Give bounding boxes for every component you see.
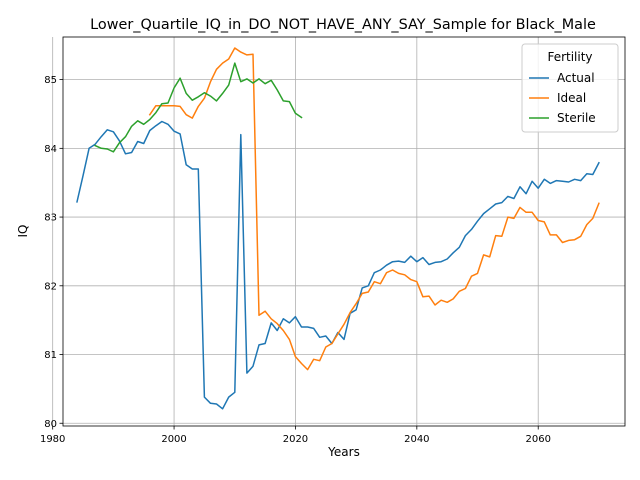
x-tick-label: 1980 <box>40 434 65 445</box>
y-tick-label: 81 <box>44 350 57 361</box>
plot-frame <box>62 36 626 427</box>
legend-label-actual: Actual <box>557 71 595 85</box>
y-tick-label: 84 <box>44 144 57 155</box>
y-tick-label: 85 <box>44 75 57 86</box>
x-axis-label: Years <box>327 445 360 459</box>
y-tick-label: 83 <box>44 213 57 224</box>
legend-label-ideal: Ideal <box>557 91 586 105</box>
legend-box <box>521 43 619 133</box>
legend-title: Fertility <box>547 50 592 64</box>
legend: Fertility Actual Ideal Sterile <box>521 43 619 133</box>
y-tick-label: 82 <box>44 281 57 292</box>
series-line-sterile <box>94 62 303 153</box>
y-axis-label: IQ <box>16 225 30 238</box>
chart-title: Lower_Quartile_IQ_in_DO_NOT_HAVE_ANY_SAY… <box>90 17 596 33</box>
series-line-actual <box>76 120 600 410</box>
x-tick-label: 2060 <box>525 434 550 445</box>
series-line-ideal <box>148 47 600 371</box>
series-layer <box>76 47 600 410</box>
ticks: 1980 2000 2020 2040 2060 80 81 82 83 84 85 <box>40 75 551 445</box>
y-tick-label: 80 <box>44 419 57 430</box>
legend-label-sterile: Sterile <box>557 111 596 125</box>
x-tick-label: 2040 <box>404 434 429 445</box>
x-tick-label: 2020 <box>283 434 308 445</box>
x-tick-label: 2000 <box>161 434 186 445</box>
